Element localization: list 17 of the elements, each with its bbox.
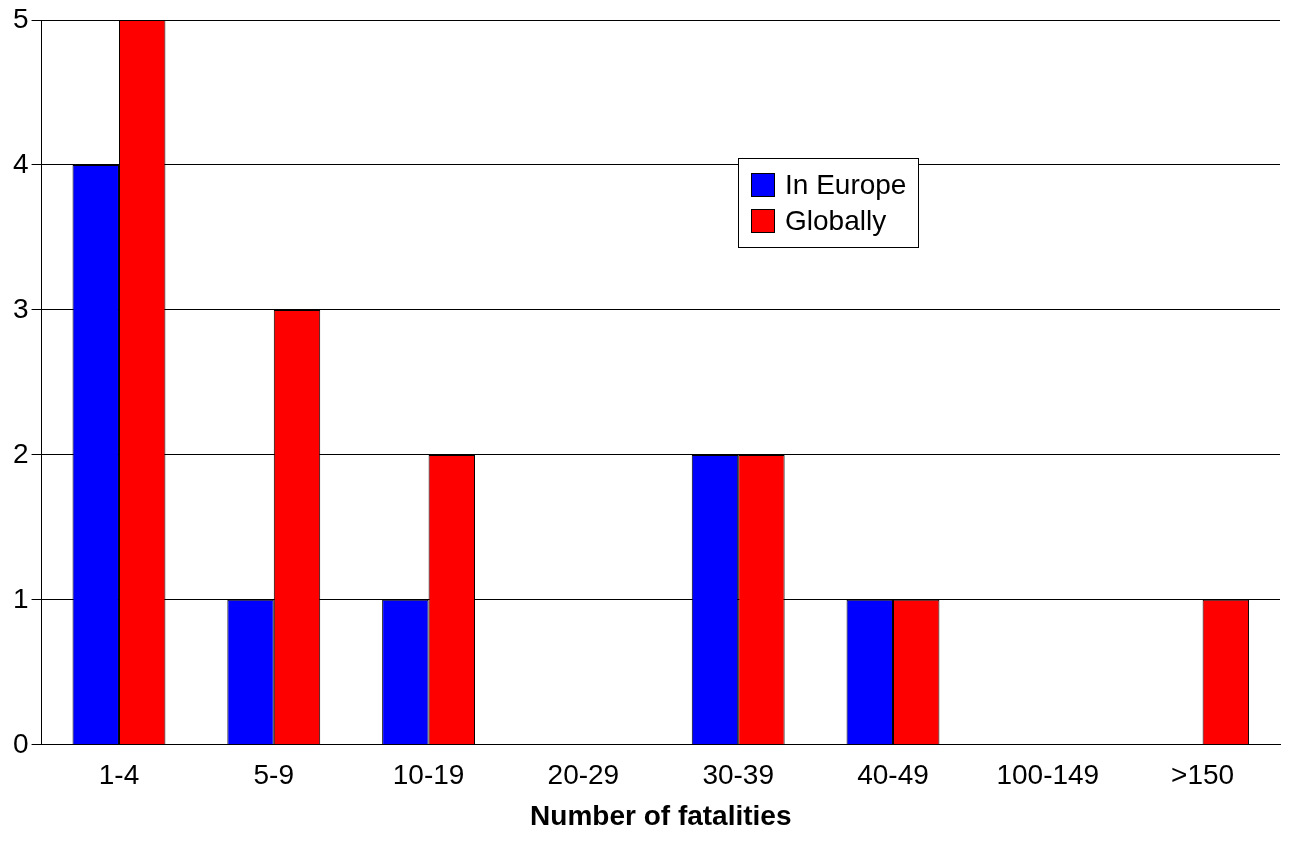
y-tick-label: 0 (12, 727, 29, 759)
legend-label: In Europe (785, 169, 907, 201)
x-tick-label: 30-39 (702, 759, 774, 791)
x-tick-label: 20-29 (547, 759, 620, 791)
x-tick-label: 100-149 (996, 759, 1100, 791)
x-tick-label: 10-19 (392, 759, 465, 791)
y-tick-label: 4 (12, 147, 29, 179)
legend-label: Globally (785, 205, 887, 237)
y-tick-label: 2 (12, 437, 29, 469)
y-tick-label: 5 (12, 2, 29, 34)
x-tick-label: 5-9 (253, 759, 295, 791)
y-tick-label: 3 (12, 292, 29, 324)
y-tick-label: 1 (12, 582, 29, 614)
x-tick-label: 1-4 (98, 759, 140, 791)
x-tick-label: 40-49 (857, 759, 929, 791)
x-axis-title: Number of fatalities (530, 799, 792, 831)
x-tick-label: >150 (1171, 759, 1235, 791)
